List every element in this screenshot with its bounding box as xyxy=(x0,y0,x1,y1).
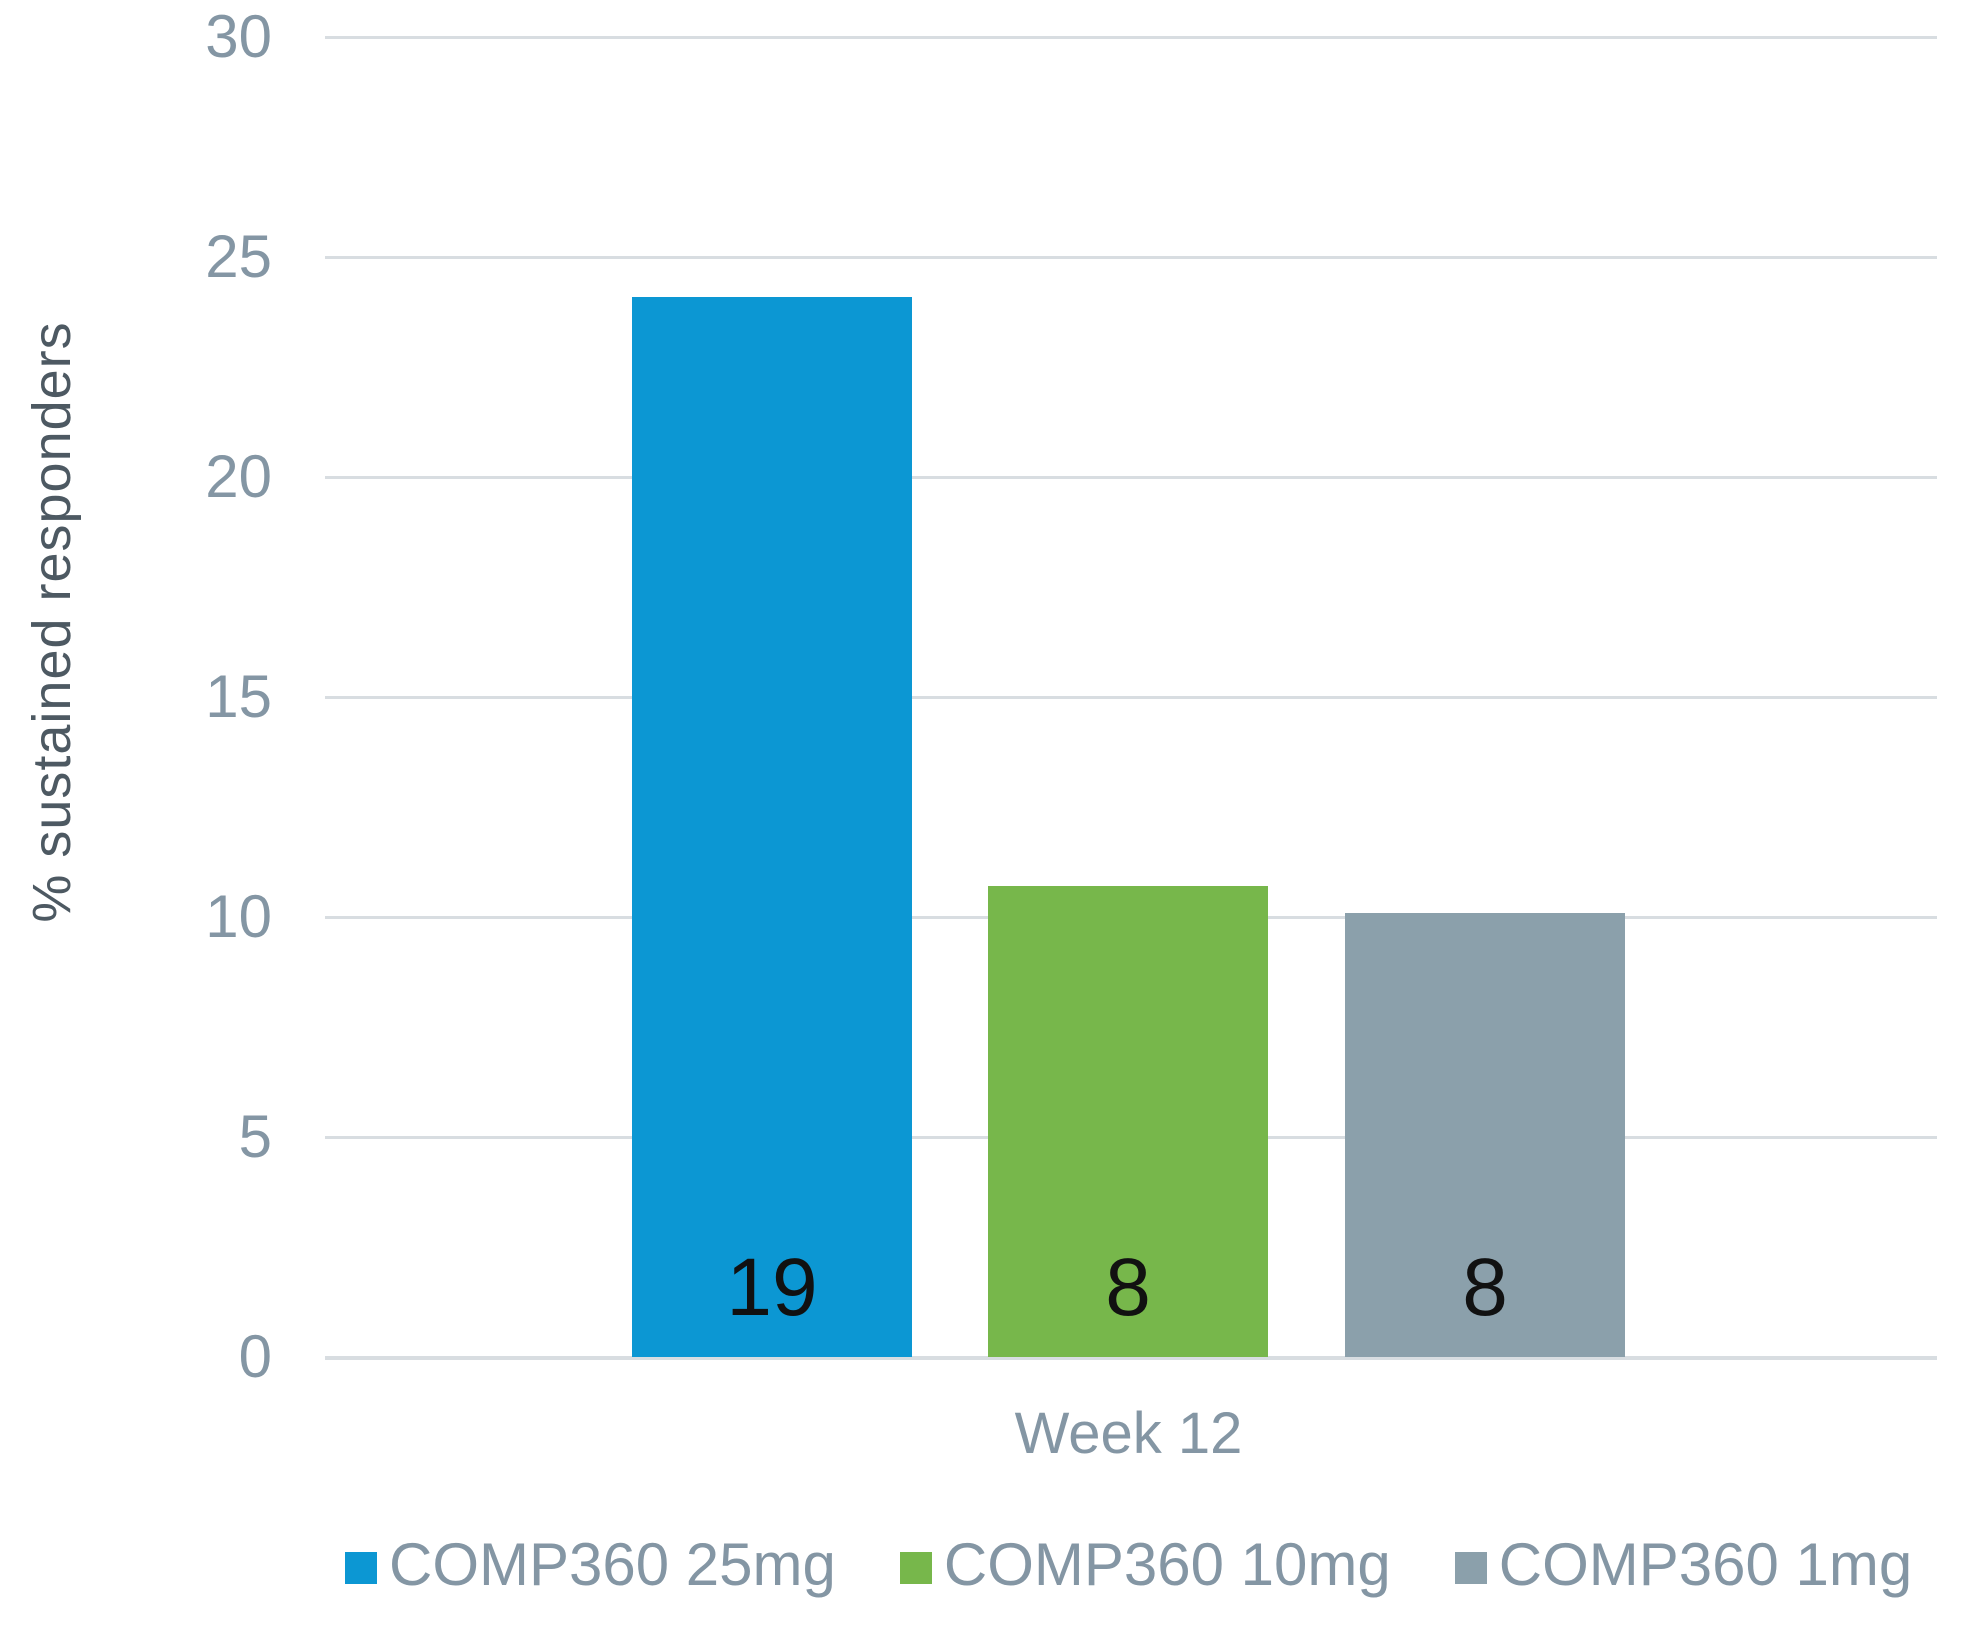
y-tick-label-30: 30 xyxy=(205,3,272,70)
legend-item-comp360-10mg: COMP360 10mg xyxy=(899,1530,1391,1600)
bar-comp360-10mg xyxy=(988,886,1268,1357)
legend-label-comp360-10mg: COMP360 10mg xyxy=(943,1531,1391,1598)
gridline-y-20 xyxy=(325,476,1937,479)
y-tick-label-20: 20 xyxy=(205,443,272,510)
legend-swatch-comp360-1mg xyxy=(1454,1552,1487,1584)
y-tick-label-10: 10 xyxy=(205,883,272,950)
y-tick-label-25: 25 xyxy=(205,223,272,290)
legend-label-comp360-1mg: COMP360 1mg xyxy=(1498,1531,1913,1598)
legend: COMP360 25mg COMP360 10mg COMP360 1mg xyxy=(345,1530,1912,1600)
y-tick-label-15: 15 xyxy=(205,663,272,730)
bar-value-label-comp360-1mg: 8 xyxy=(1462,1242,1508,1333)
legend-label-comp360-25mg: COMP360 25mg xyxy=(389,1531,836,1598)
legend-item-comp360-1mg: COMP360 1mg xyxy=(1454,1530,1913,1600)
legend-swatch-comp360-10mg xyxy=(899,1552,932,1584)
y-tick-label-5: 5 xyxy=(238,1103,272,1170)
bar-comp360-25mg xyxy=(632,297,912,1357)
gridline-y-0 xyxy=(325,1356,1937,1360)
gridline-y-25 xyxy=(325,256,1937,259)
legend-swatch-comp360-25mg xyxy=(345,1552,377,1584)
bar-value-label-comp360-25mg: 19 xyxy=(726,1242,818,1333)
x-category-label: Week 12 xyxy=(1014,1401,1243,1466)
y-axis-title: % sustained responders xyxy=(22,321,82,923)
bar-value-label-comp360-10mg: 8 xyxy=(1105,1242,1151,1333)
legend-item-comp360-25mg: COMP360 25mg xyxy=(345,1530,836,1600)
gridline-y-30 xyxy=(325,36,1937,39)
bar-comp360-1mg xyxy=(1345,913,1625,1357)
gridline-y-15 xyxy=(325,696,1937,699)
y-tick-label-0: 0 xyxy=(238,1323,272,1390)
